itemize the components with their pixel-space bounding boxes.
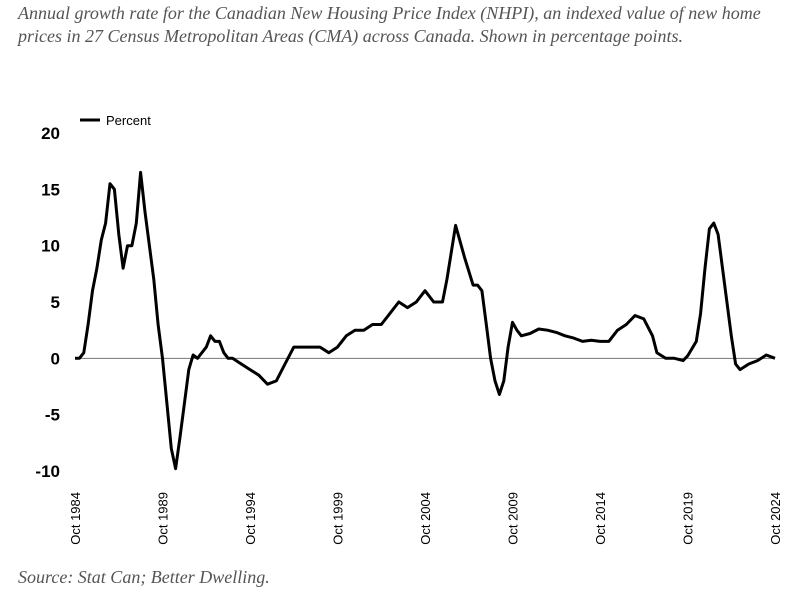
x-tick-label: Oct 2024 — [768, 492, 783, 545]
x-tick-label: Oct 1994 — [243, 492, 258, 545]
x-tick-label: Oct 1999 — [331, 492, 346, 545]
x-tick-label: Oct 2004 — [418, 492, 433, 545]
data-line — [75, 170, 776, 471]
x-tick-label: Oct 2009 — [506, 492, 521, 545]
y-tick-label: 5 — [51, 293, 60, 312]
x-tick-label: Oct 2014 — [593, 492, 608, 545]
chart-title: Annual growth rate for the Canadian New … — [18, 3, 761, 46]
y-tick-label: 0 — [51, 349, 60, 368]
x-tick-label: Oct 2019 — [681, 492, 696, 545]
source: Source: Stat Can; Better Dwelling. — [18, 567, 270, 587]
y-tick-label: 10 — [41, 237, 60, 256]
y-tick-label: 15 — [41, 180, 60, 199]
y-tick-label: -5 — [45, 406, 60, 425]
y-tick-label: -10 — [35, 462, 60, 481]
x-tick-label: Oct 1989 — [156, 492, 171, 545]
y-tick-label: 20 — [41, 124, 60, 143]
legend-label: Percent — [106, 113, 151, 128]
x-tick-label: Oct 1984 — [68, 492, 83, 545]
